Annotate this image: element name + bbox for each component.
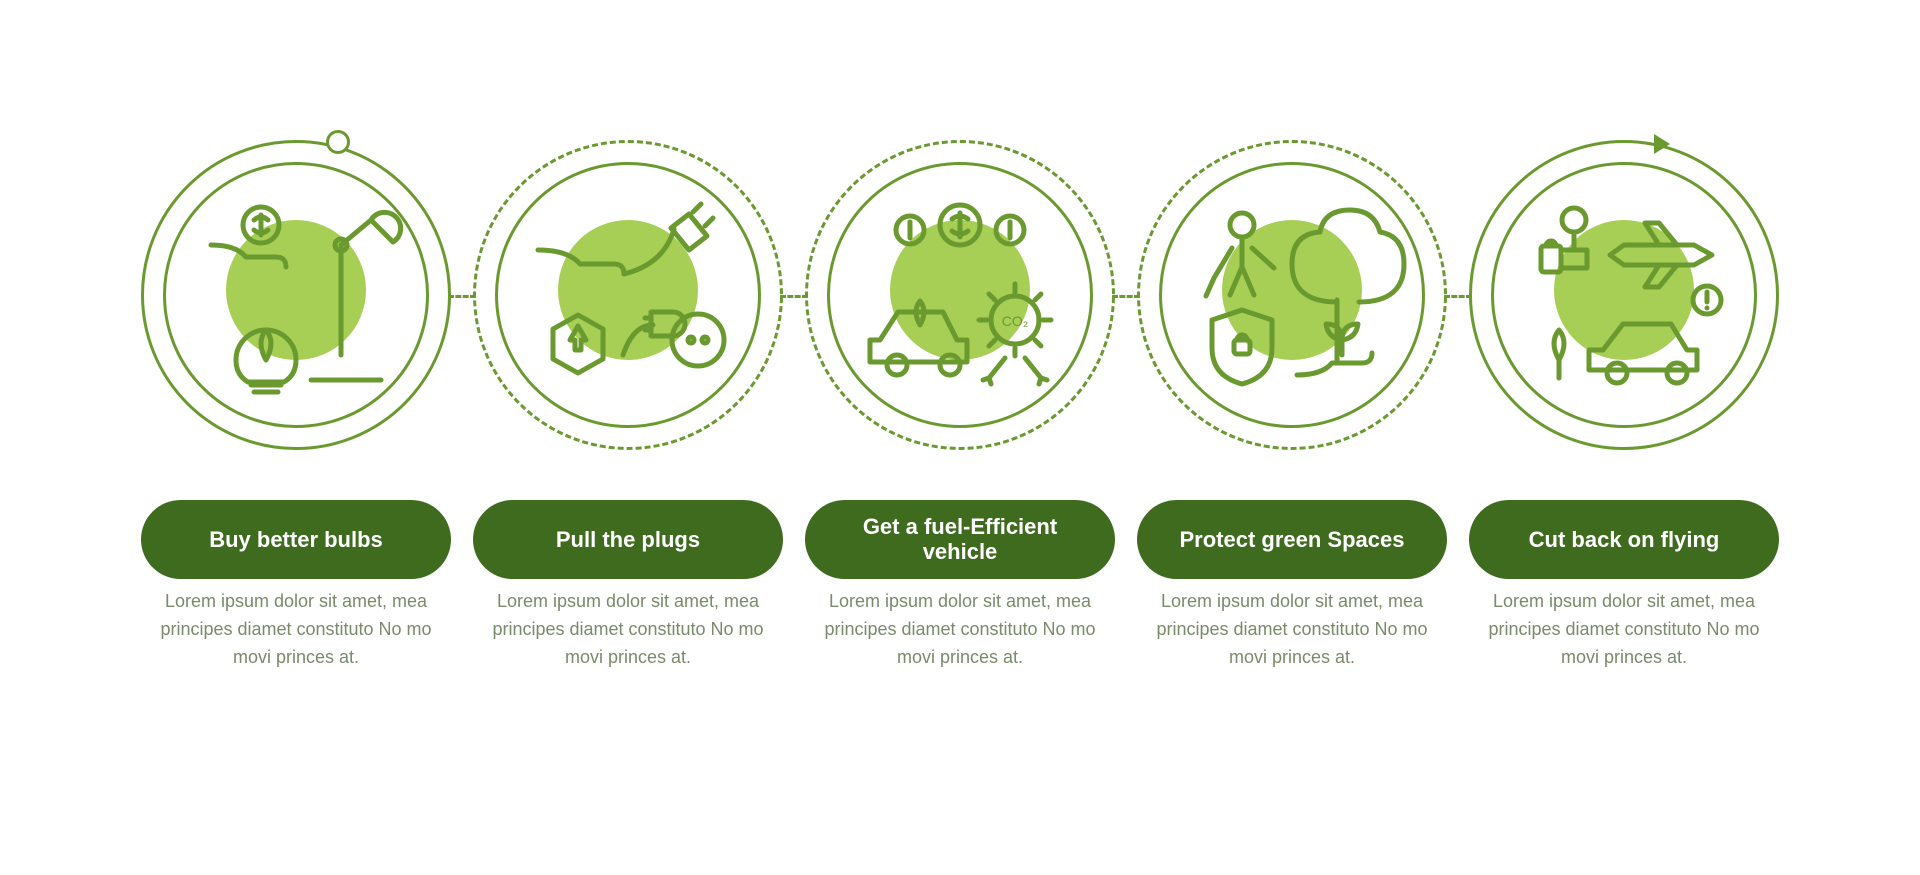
step-title-pill-1: Buy better bulbs <box>141 500 451 579</box>
bodies-row: Lorem ipsum dolor sit amet, mea principe… <box>0 588 1920 672</box>
start-dot-marker <box>326 130 350 154</box>
step-circle-2 <box>473 140 783 450</box>
inner-ring <box>495 162 761 428</box>
connector-dash <box>1112 295 1140 298</box>
step-body-5: Lorem ipsum dolor sit amet, mea principe… <box>1469 588 1779 672</box>
step-title-pill-2: Pull the plugs <box>473 500 783 579</box>
protect-green-spaces-icon <box>1187 190 1397 400</box>
step-title-pill-3: Get a fuel-Efficient vehicle <box>805 500 1115 579</box>
fuel-efficient-vehicle-icon: CO₂ <box>855 190 1065 400</box>
infographic-stage: CO₂ <box>0 0 1920 875</box>
step-circle-3: CO₂ <box>805 140 1115 450</box>
step-circle-4 <box>1137 140 1447 450</box>
step-title-pill-5: Cut back on flying <box>1469 500 1779 579</box>
svg-text:CO₂: CO₂ <box>1002 313 1028 329</box>
step-circle-5 <box>1469 140 1779 450</box>
pills-row: Buy better bulbs Pull the plugs Get a fu… <box>0 500 1920 579</box>
step-body-1: Lorem ipsum dolor sit amet, mea principe… <box>141 588 451 672</box>
step-title-pill-4: Protect green Spaces <box>1137 500 1447 579</box>
cut-back-flying-icon <box>1519 190 1729 400</box>
circles-row: CO₂ <box>0 140 1920 450</box>
step-body-4: Lorem ipsum dolor sit amet, mea principe… <box>1137 588 1447 672</box>
step-body-3: Lorem ipsum dolor sit amet, mea principe… <box>805 588 1115 672</box>
end-arrow-marker <box>1654 134 1670 154</box>
connector-dash <box>1444 295 1472 298</box>
step-body-2: Lorem ipsum dolor sit amet, mea principe… <box>473 588 783 672</box>
bulbs-lamp-savings-icon <box>191 190 401 400</box>
step-circle-1 <box>141 140 451 450</box>
connector-dash <box>780 295 808 298</box>
unplug-power-icon <box>523 190 733 400</box>
inner-ring <box>1159 162 1425 428</box>
inner-ring: CO₂ <box>827 162 1093 428</box>
inner-ring <box>163 162 429 428</box>
connector-dash <box>448 295 476 298</box>
inner-ring <box>1491 162 1757 428</box>
